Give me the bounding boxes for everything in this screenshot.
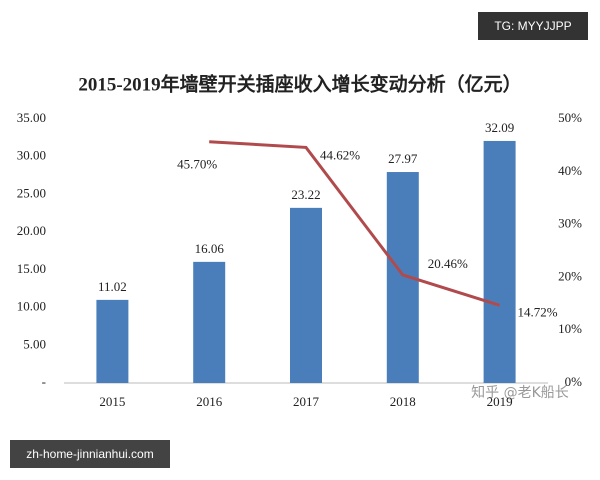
data-label: 20.46%: [428, 256, 468, 271]
data-label: 14.72%: [518, 304, 558, 319]
data-label: 23.22: [291, 187, 320, 202]
data-label: 11.02: [98, 279, 127, 294]
y-tick-label: 20.00: [17, 223, 46, 238]
x-tick-label: 2016: [196, 394, 223, 409]
y-tick-label: 25.00: [17, 185, 46, 200]
chart-title: 2015-2019年墙壁开关插座收入增长变动分析（亿元）: [78, 72, 521, 95]
data-label: 44.62%: [320, 147, 360, 162]
y2-tick-label: 40%: [558, 163, 582, 178]
bar: [290, 207, 322, 383]
y-tick-label: -: [42, 374, 46, 389]
bar: [483, 140, 516, 383]
data-label: 32.09: [485, 120, 514, 135]
y-tick-label: 10.00: [17, 299, 46, 314]
y-tick-label: 35.00: [17, 110, 46, 125]
data-label: 16.06: [195, 241, 225, 256]
watermark: zh-home-jinnianhui.com: [26, 447, 153, 461]
y2-tick-label: 20%: [558, 268, 582, 283]
bar: [193, 261, 226, 383]
data-label: 27.97: [388, 151, 418, 166]
watermark: 知乎 @老K船长: [471, 384, 569, 401]
x-tick-label: 2015: [99, 394, 125, 409]
bar: [96, 299, 129, 383]
watermark-box: [478, 12, 588, 40]
x-tick-label: 2019: [487, 394, 513, 409]
line: [209, 140, 501, 307]
y2-tick-label: 50%: [558, 110, 582, 125]
y-tick-label: 5.00: [23, 336, 46, 351]
y2-tick-label: 0%: [565, 374, 583, 389]
watermark: TG: MYYJJPP: [494, 19, 571, 33]
watermark-box: [10, 440, 170, 468]
data-label: 45.70%: [177, 157, 217, 172]
y-tick-label: 15.00: [17, 261, 46, 276]
x-tick-label: 2018: [390, 394, 416, 409]
y2-tick-label: 30%: [558, 216, 582, 231]
y-tick-label: 30.00: [17, 148, 46, 163]
x-tick-label: 2017: [293, 394, 320, 409]
y2-tick-label: 10%: [558, 321, 582, 336]
